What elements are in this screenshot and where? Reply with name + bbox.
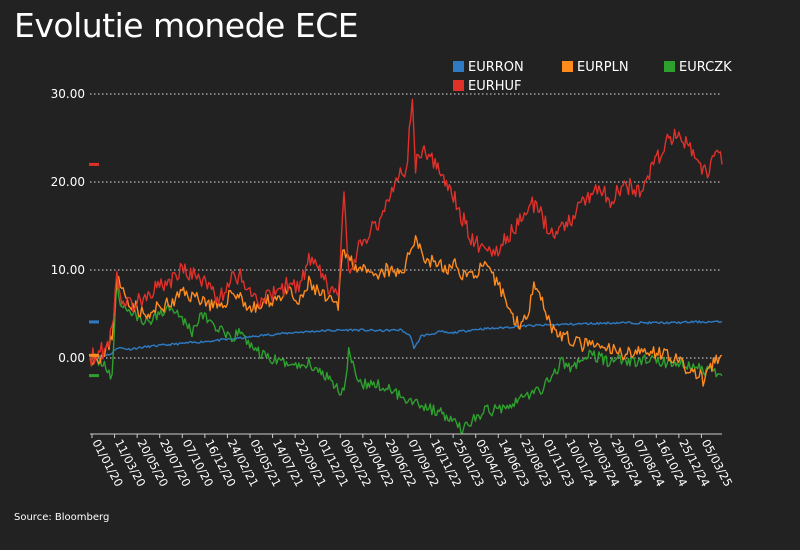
legend-label-eurron: EURRON (468, 60, 524, 75)
chart-title: Evolutie monede ECE (14, 6, 359, 45)
legend-label-eurhuf: EURHUF (468, 79, 522, 94)
y-tick-label: 20.00 (51, 175, 85, 189)
legend-label-eurpln: EURPLN (577, 60, 629, 75)
legend-swatch-eurron (453, 61, 464, 72)
series-line-eurhuf (89, 98, 723, 367)
last-value-marker-eurpln (89, 353, 99, 357)
y-tick-label: 30.00 (51, 87, 85, 101)
legend-swatch-eurpln (562, 61, 573, 72)
source-note: Source: Bloomberg (14, 512, 110, 523)
series-line-eurpln (89, 235, 723, 387)
series-line-eurczk (89, 280, 723, 434)
series-line-eurron (89, 320, 723, 360)
legend-swatch-eurhuf (453, 80, 464, 91)
last-value-marker-eurczk (89, 374, 99, 378)
y-tick-label: 0.00 (58, 351, 85, 365)
last-value-marker-eurron (89, 320, 99, 324)
y-tick-label: 10.00 (51, 263, 85, 277)
legend-swatch-eurczk (664, 61, 675, 72)
last-value-marker-eurhuf (89, 162, 99, 166)
legend-label-eurczk: EURCZK (679, 60, 732, 75)
